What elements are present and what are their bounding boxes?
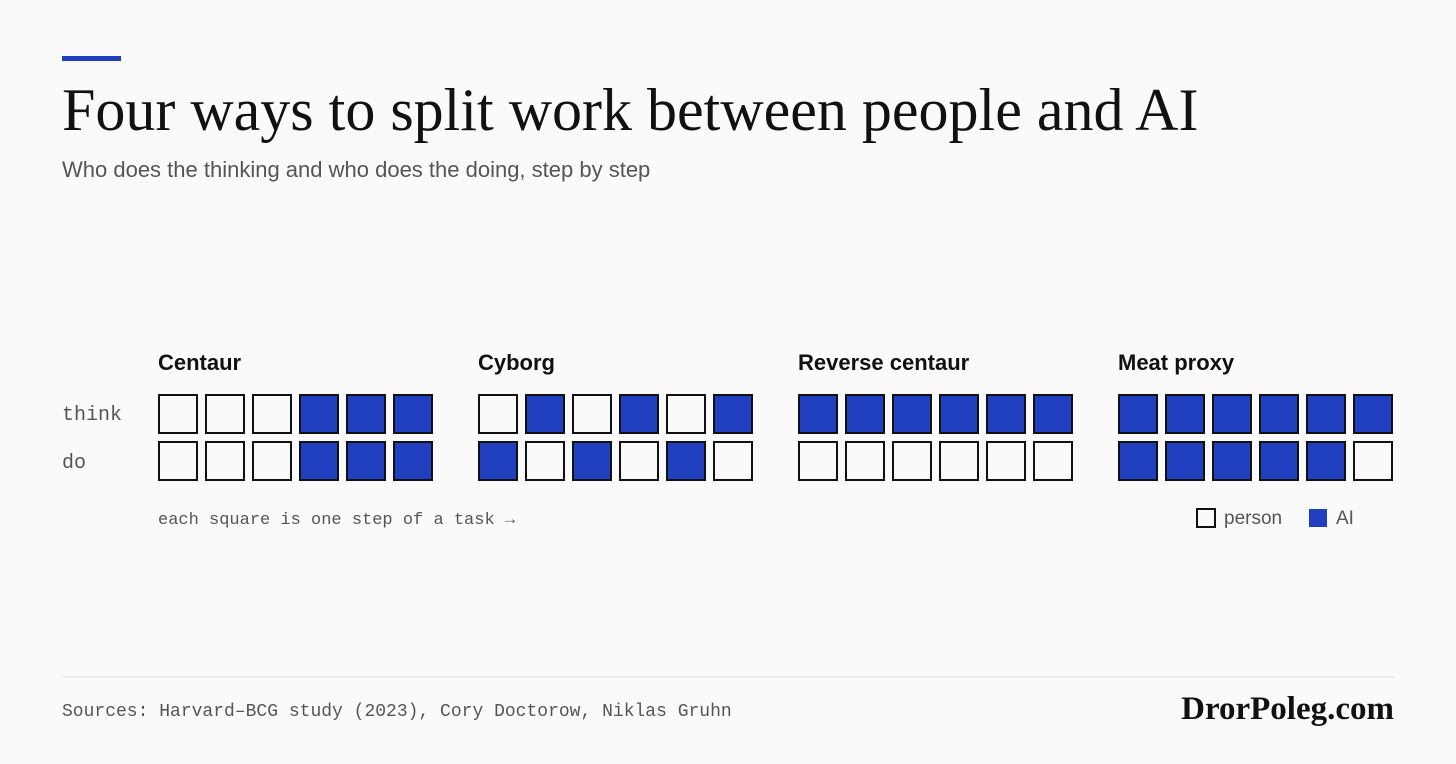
step-square: [845, 441, 885, 481]
step-square: [713, 394, 753, 434]
step-square: [1353, 441, 1393, 481]
brand: DrorPoleg.com: [1181, 691, 1394, 727]
step-square: [1165, 394, 1205, 434]
step-square: [892, 394, 932, 434]
step-square: [845, 394, 885, 434]
step-square: [986, 394, 1026, 434]
step-square: [1033, 394, 1073, 434]
step-square: [666, 394, 706, 434]
legend-label: person: [1224, 508, 1282, 529]
step-square: [1212, 394, 1252, 434]
title: Four ways to split work between people a…: [62, 77, 1198, 143]
step-square: [572, 441, 612, 481]
step-square: [158, 441, 198, 481]
step-square: [205, 394, 245, 434]
step-square: [1353, 394, 1393, 434]
group-name: Meat proxy: [1118, 350, 1235, 375]
step-square: [713, 441, 753, 481]
step-square: [205, 441, 245, 481]
step-square: [1306, 394, 1346, 434]
step-square: [158, 394, 198, 434]
step-square: [986, 441, 1026, 481]
step-square: [892, 441, 932, 481]
step-square: [252, 394, 292, 434]
step-square: [619, 394, 659, 434]
step-square: [572, 394, 612, 434]
note: each square is one step of a task →: [158, 511, 516, 530]
legend-swatch: [1309, 509, 1327, 527]
step-square: [393, 441, 433, 481]
step-square: [299, 394, 339, 434]
accent-bar: [62, 56, 121, 61]
step-square: [666, 441, 706, 481]
step-square: [1165, 441, 1205, 481]
step-square: [346, 394, 386, 434]
step-square: [1259, 441, 1299, 481]
step-square: [619, 441, 659, 481]
step-square: [798, 441, 838, 481]
step-square: [525, 441, 565, 481]
step-square: [939, 441, 979, 481]
subtitle: Who does the thinking and who does the d…: [62, 157, 650, 182]
step-square: [1033, 441, 1073, 481]
sources: Sources: Harvard–BCG study (2023), Cory …: [62, 702, 732, 722]
group-name: Cyborg: [478, 350, 555, 375]
step-square: [393, 394, 433, 434]
step-square: [478, 394, 518, 434]
legend-label: AI: [1336, 508, 1354, 529]
group-name: Reverse centaur: [798, 350, 970, 375]
step-square: [346, 441, 386, 481]
step-square: [1306, 441, 1346, 481]
step-square: [1259, 394, 1299, 434]
step-square: [798, 394, 838, 434]
step-square: [478, 441, 518, 481]
group-name: Centaur: [158, 350, 242, 375]
step-square: [525, 394, 565, 434]
step-square: [1118, 394, 1158, 434]
step-square: [299, 441, 339, 481]
row-label: do: [62, 452, 86, 475]
step-square: [1212, 441, 1252, 481]
step-square: [252, 441, 292, 481]
step-square: [939, 394, 979, 434]
legend-swatch: [1196, 508, 1216, 528]
step-square: [1118, 441, 1158, 481]
row-label: think: [62, 404, 122, 427]
